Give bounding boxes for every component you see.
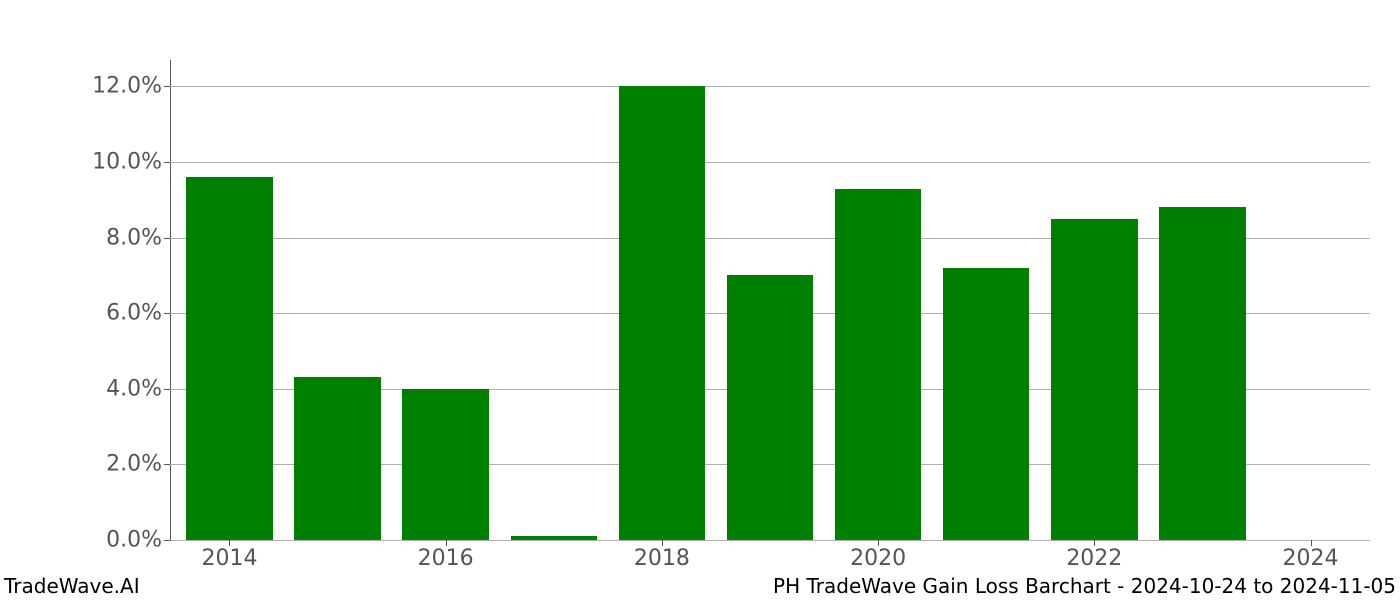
y-tick-mark xyxy=(164,389,170,390)
x-tick-label: 2024 xyxy=(1283,546,1339,571)
footer-left: TradeWave.AI xyxy=(4,574,140,598)
y-tick-label: 8.0% xyxy=(106,225,162,250)
chart-container: 0.0% 2.0% 4.0% 6.0% 8.0% 10.0% 12.0% 2014 2016 20… xyxy=(0,0,1400,600)
x-tick-mark xyxy=(878,540,879,546)
x-tick-label: 2018 xyxy=(634,546,690,571)
y-tick-mark xyxy=(164,162,170,163)
y-tick-mark xyxy=(164,238,170,239)
y-tick-label: 12.0% xyxy=(92,74,162,99)
y-tick-label: 6.0% xyxy=(106,301,162,326)
x-tick-label: 2022 xyxy=(1066,546,1122,571)
x-tick-label: 2014 xyxy=(201,546,257,571)
x-tick-mark xyxy=(662,540,663,546)
footer-right: PH TradeWave Gain Loss Barchart - 2024-1… xyxy=(773,574,1396,598)
plot-area xyxy=(170,60,1370,540)
y-tick-label: 4.0% xyxy=(106,376,162,401)
gridline xyxy=(170,540,1370,541)
y-tick-mark xyxy=(164,313,170,314)
bar xyxy=(727,275,813,540)
y-tick-label: 0.0% xyxy=(106,528,162,553)
y-tick-mark xyxy=(164,464,170,465)
bar xyxy=(294,377,380,540)
bar xyxy=(1159,207,1245,540)
x-tick-mark xyxy=(229,540,230,546)
bar xyxy=(835,189,921,540)
x-tick-mark xyxy=(1094,540,1095,546)
x-tick-mark xyxy=(1311,540,1312,546)
bar xyxy=(1051,219,1137,540)
y-tick-label: 2.0% xyxy=(106,452,162,477)
bar xyxy=(186,177,272,540)
bar xyxy=(619,86,705,540)
x-tick-label: 2020 xyxy=(850,546,906,571)
y-tick-mark xyxy=(164,540,170,541)
bar xyxy=(943,268,1029,540)
y-tick-label: 10.0% xyxy=(92,150,162,175)
gridline xyxy=(170,86,1370,87)
bar xyxy=(402,389,488,540)
x-tick-mark xyxy=(446,540,447,546)
bar xyxy=(511,536,597,540)
gridline xyxy=(170,162,1370,163)
y-tick-mark xyxy=(164,86,170,87)
x-tick-label: 2016 xyxy=(418,546,474,571)
